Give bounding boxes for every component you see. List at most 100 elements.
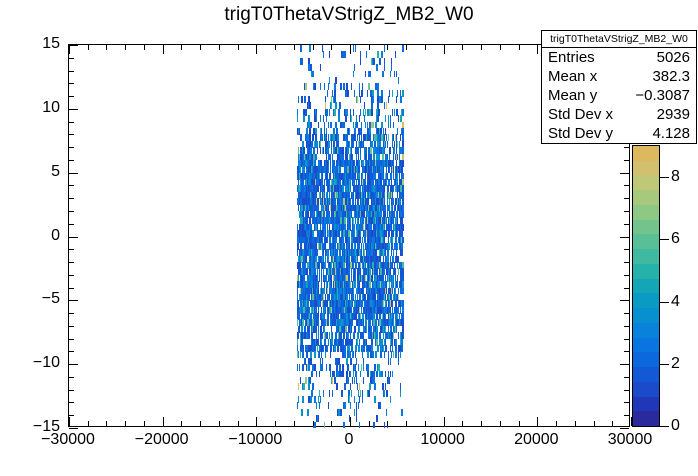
histogram-bin bbox=[311, 262, 313, 269]
histogram-bin bbox=[377, 345, 379, 352]
histogram-bin bbox=[315, 127, 317, 135]
histogram-bin bbox=[373, 255, 375, 263]
histogram-bin bbox=[392, 210, 395, 218]
histogram-bin bbox=[382, 217, 384, 225]
histogram-bin bbox=[332, 274, 334, 282]
histogram-bin bbox=[342, 198, 344, 206]
histogram-bin bbox=[379, 96, 381, 103]
histogram-bin bbox=[364, 255, 367, 263]
histogram-bin bbox=[318, 210, 321, 218]
histogram-bin bbox=[324, 300, 327, 308]
histogram-bin bbox=[367, 179, 369, 186]
histogram-bin bbox=[306, 210, 308, 218]
histogram-bin bbox=[326, 204, 329, 212]
histogram-bin bbox=[301, 230, 303, 237]
histogram-bin bbox=[332, 268, 334, 276]
histogram-bin bbox=[353, 249, 356, 257]
histogram-bin bbox=[298, 210, 301, 218]
histogram-bin bbox=[349, 210, 351, 218]
histogram-bin bbox=[354, 185, 357, 193]
histogram-bin bbox=[324, 166, 327, 174]
histogram-bin bbox=[296, 345, 299, 352]
histogram-bin bbox=[320, 325, 323, 333]
histogram-bin bbox=[394, 217, 397, 225]
histogram-bin bbox=[356, 230, 359, 237]
histogram-bin bbox=[357, 172, 360, 180]
histogram-bin bbox=[303, 287, 305, 295]
histogram-bin bbox=[395, 198, 398, 206]
histogram-bin bbox=[337, 255, 339, 263]
histogram-bin bbox=[341, 121, 343, 129]
histogram-bin bbox=[397, 185, 400, 193]
histogram-bin bbox=[327, 153, 330, 161]
histogram-bin bbox=[337, 293, 339, 301]
histogram-bin bbox=[324, 108, 327, 116]
histogram-bin bbox=[309, 319, 311, 327]
histogram-bin bbox=[332, 287, 334, 295]
histogram-bin bbox=[301, 57, 303, 65]
histogram-bin bbox=[305, 223, 307, 231]
histogram-bin bbox=[371, 230, 373, 237]
histogram-bin bbox=[311, 281, 313, 289]
histogram-bin bbox=[306, 153, 308, 161]
histogram-bin bbox=[324, 351, 327, 359]
histogram-bin bbox=[329, 236, 332, 244]
histogram-bin bbox=[350, 357, 353, 365]
histogram-bin bbox=[324, 306, 327, 314]
histogram-bin bbox=[366, 274, 368, 282]
histogram-bin bbox=[368, 313, 370, 320]
histogram-bin bbox=[328, 108, 331, 116]
histogram-bin bbox=[334, 249, 336, 257]
histogram-bin bbox=[377, 281, 379, 289]
histogram-bin bbox=[297, 230, 300, 237]
histogram-bin bbox=[349, 127, 351, 135]
histogram-bin bbox=[314, 217, 316, 225]
palette-band bbox=[633, 204, 659, 220]
histogram-bin bbox=[344, 325, 346, 333]
histogram-bin bbox=[299, 134, 301, 142]
histogram-bin bbox=[299, 293, 301, 301]
histogram-bin bbox=[374, 166, 376, 174]
histogram-bin bbox=[327, 306, 330, 314]
histogram-bin bbox=[352, 370, 355, 378]
histogram-bin bbox=[371, 242, 373, 250]
histogram-bin bbox=[355, 223, 358, 231]
histogram-bin bbox=[365, 147, 367, 154]
palette-band bbox=[633, 395, 659, 412]
histogram-bin bbox=[309, 102, 311, 110]
histogram-bin bbox=[320, 287, 323, 295]
histogram-bin bbox=[328, 179, 331, 186]
histogram-bin bbox=[329, 134, 332, 142]
y-axis-tick-minor bbox=[69, 223, 74, 225]
histogram-bin bbox=[319, 338, 322, 346]
histogram-bin bbox=[351, 300, 354, 308]
histogram-bin bbox=[396, 89, 399, 97]
histogram-bin bbox=[364, 166, 367, 174]
histogram-bin bbox=[300, 217, 302, 225]
histogram-bin bbox=[321, 293, 324, 301]
histogram-bin bbox=[371, 89, 373, 97]
histogram-bin bbox=[374, 242, 376, 250]
y-axis-tick-minor-right bbox=[624, 274, 629, 276]
histogram-bin bbox=[357, 236, 360, 244]
histogram-bin bbox=[337, 313, 339, 320]
histogram-bin bbox=[368, 172, 370, 180]
histogram-bin bbox=[304, 185, 306, 193]
histogram-bin bbox=[370, 153, 372, 161]
histogram-bin bbox=[372, 262, 374, 269]
palette-band bbox=[633, 337, 659, 353]
histogram-bin bbox=[335, 204, 337, 212]
histogram-bin bbox=[346, 313, 348, 320]
histogram-bin bbox=[338, 332, 340, 340]
histogram-bin bbox=[304, 204, 306, 212]
histogram-bin bbox=[325, 249, 328, 257]
histogram-bin bbox=[336, 210, 338, 218]
histogram-bin bbox=[363, 262, 366, 269]
histogram-bin bbox=[336, 140, 338, 148]
histogram-bin bbox=[356, 134, 359, 142]
histogram-bin bbox=[305, 376, 307, 384]
histogram-bin bbox=[385, 159, 388, 167]
histogram-bin bbox=[375, 198, 377, 206]
y-axis-tick-major-right bbox=[620, 364, 629, 366]
statistics-box-title: trigT0ThetaVStrigZ_MB2_W0 bbox=[542, 31, 696, 48]
